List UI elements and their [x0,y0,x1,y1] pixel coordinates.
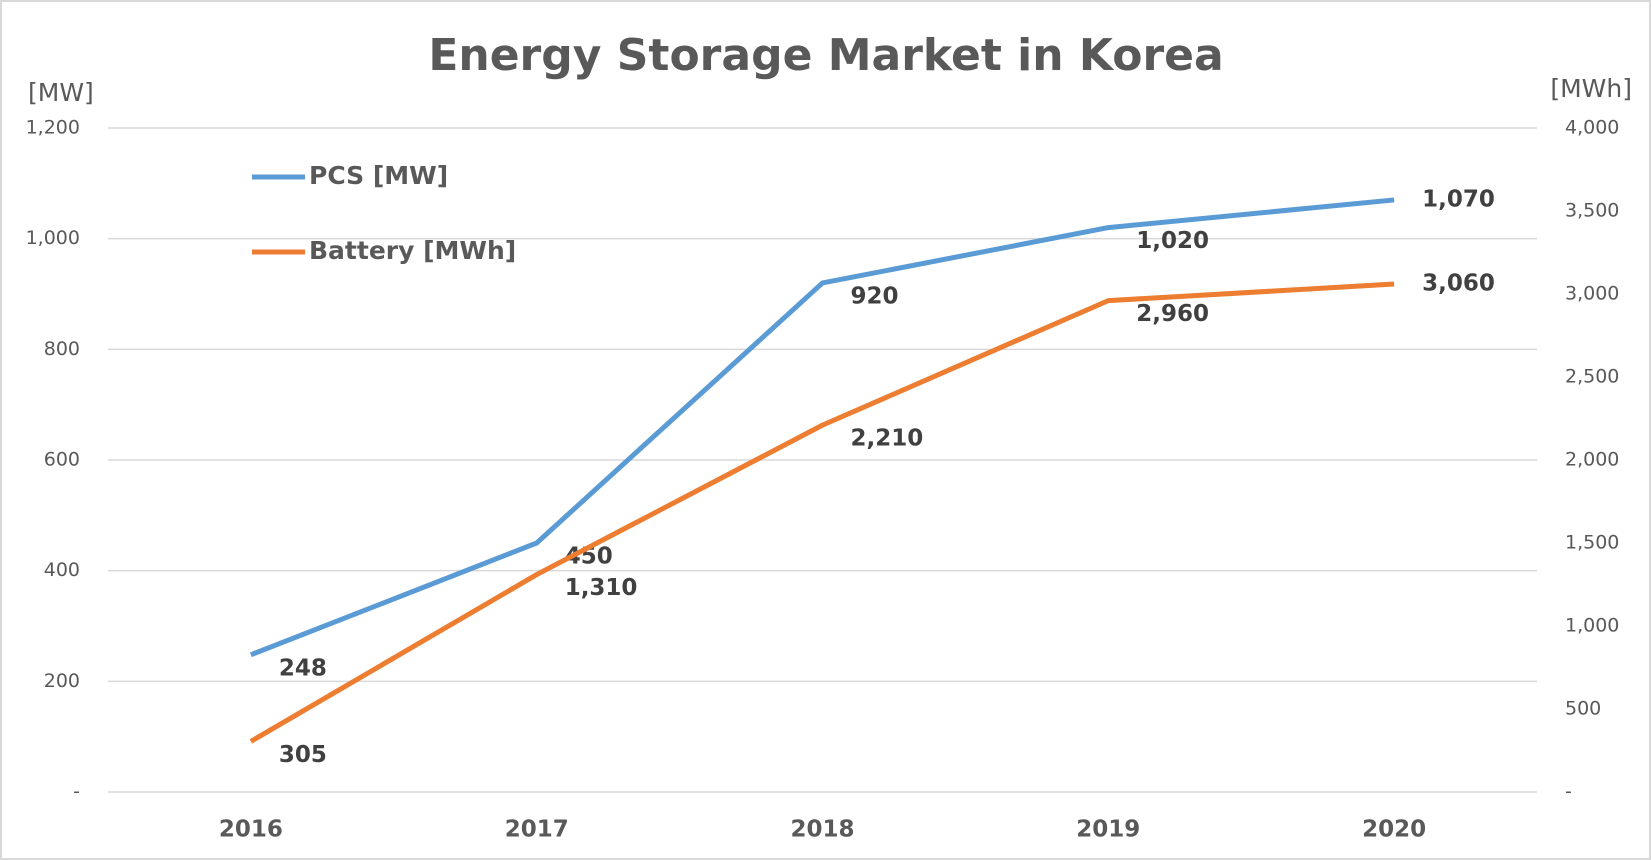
y-tick-label: 600 [44,449,80,471]
x-tick-label: 2019 [1076,817,1140,843]
y2-tick-label: 500 [1565,698,1601,720]
data-label: 2,210 [851,426,924,452]
x-tick-label: 2018 [790,817,854,843]
legend-label: Battery [MWh] [309,236,516,265]
chart-title: Energy Storage Market in Korea [428,30,1223,81]
y2-tick-label: 1,500 [1565,532,1619,554]
x-tick-label: 2017 [505,817,569,843]
data-label: 1,310 [565,575,638,601]
y2-tick-label: 4,000 [1565,117,1619,139]
y-tick-label: - [73,781,80,803]
y2-tick-label: 3,000 [1565,283,1619,305]
series-line [249,281,1395,744]
y2-axis-label: [MWh] [1550,74,1632,103]
data-label: 3,060 [1422,271,1495,297]
data-label: 1,070 [1422,186,1495,212]
data-label: 305 [279,742,327,768]
data-label: 920 [851,283,899,309]
x-tick-label: 2020 [1362,817,1426,843]
y2-tick-label: 3,500 [1565,200,1619,222]
y-axis-label: [MW] [28,78,94,107]
y-tick-label: 200 [44,670,80,692]
data-label: 248 [279,655,327,681]
y2-tick-label: 1,000 [1565,615,1619,637]
data-label: 1,020 [1136,228,1209,254]
legend-label: PCS [MW] [309,161,448,190]
data-label: 2,960 [1136,301,1209,327]
series-line [249,197,1395,658]
y2-tick-label: 2,000 [1565,449,1619,471]
y-tick-label: 1,200 [26,117,80,139]
x-tick-label: 2016 [219,817,283,843]
y2-tick-label: 2,500 [1565,366,1619,388]
y-tick-label: 1,000 [26,227,80,249]
y-tick-label: 400 [44,559,80,581]
y-tick-label: 800 [44,338,80,360]
y2-tick-label: - [1565,781,1572,803]
